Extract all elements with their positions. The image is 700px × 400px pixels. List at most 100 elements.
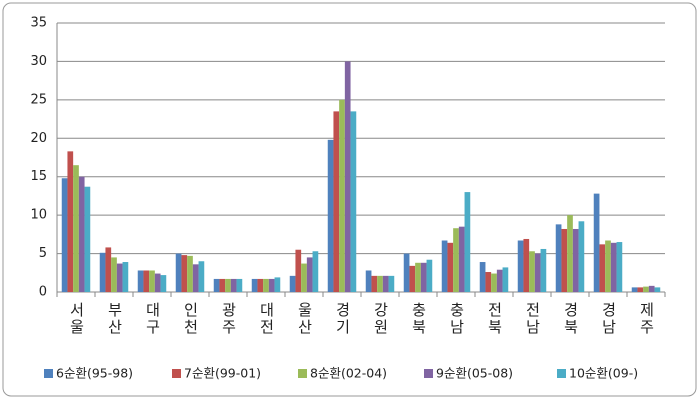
x-tick-label: 서울 — [68, 302, 86, 336]
bar — [464, 192, 471, 292]
x-tick-label: 대구 — [144, 302, 162, 336]
bar — [496, 269, 503, 292]
bar — [225, 278, 231, 292]
bar — [236, 278, 243, 292]
bar — [350, 111, 357, 292]
bar — [84, 186, 91, 292]
bar — [111, 257, 117, 292]
bar — [154, 273, 161, 292]
legend-label: 9순환(05-08) — [436, 366, 513, 381]
x-tick-label: 충남 — [448, 302, 466, 336]
bar — [648, 285, 655, 292]
bar — [479, 262, 486, 292]
bar — [105, 247, 112, 292]
bar — [295, 249, 302, 292]
bar — [426, 259, 433, 292]
x-tick-label: 광주 — [220, 302, 238, 336]
y-tick-label: 5 — [39, 246, 47, 261]
bar — [540, 248, 547, 292]
bar — [61, 178, 68, 292]
bar — [517, 240, 524, 292]
bar — [447, 242, 454, 292]
bar — [593, 193, 600, 292]
x-tick-label: 충북 — [410, 302, 428, 336]
bar — [181, 255, 188, 292]
bar — [377, 275, 383, 292]
bar — [219, 278, 226, 292]
bar — [415, 262, 421, 292]
y-tick-label: 30 — [30, 54, 47, 69]
legend-swatch — [44, 369, 53, 378]
bar — [149, 270, 155, 292]
bar — [122, 262, 129, 292]
bar — [137, 270, 144, 292]
bar — [637, 287, 644, 292]
bar — [555, 224, 562, 292]
legend-label: 7순환(99-01) — [184, 366, 261, 381]
bar — [523, 238, 530, 292]
x-tick-label: 대전 — [258, 302, 276, 336]
bar — [306, 257, 313, 292]
x-tick-label: 인천 — [182, 302, 200, 336]
legend-swatch — [424, 369, 433, 378]
bar — [654, 287, 661, 292]
bar — [213, 278, 220, 292]
bar — [143, 270, 150, 292]
x-tick-label: 부산 — [106, 302, 124, 336]
legend-swatch — [172, 369, 181, 378]
bar — [230, 278, 237, 292]
bar — [453, 228, 459, 292]
bar — [491, 273, 497, 292]
bar — [99, 252, 106, 292]
bar — [312, 251, 319, 292]
bar — [485, 272, 492, 292]
bar — [257, 278, 264, 292]
bar — [73, 165, 79, 292]
y-tick-label: 35 — [30, 16, 47, 31]
bar — [599, 244, 606, 292]
x-tick-label: 전남 — [524, 302, 542, 336]
bar — [371, 275, 378, 292]
bar — [289, 275, 296, 292]
bar — [403, 253, 410, 292]
bar — [192, 264, 199, 292]
bar — [344, 61, 351, 292]
bar — [301, 263, 307, 292]
bar — [616, 242, 623, 292]
bar — [268, 278, 275, 292]
bar — [458, 226, 465, 292]
bar — [263, 278, 269, 292]
legend-swatch — [298, 369, 307, 378]
bar — [382, 275, 389, 292]
y-tick-label: 10 — [30, 208, 47, 223]
bar — [333, 111, 340, 292]
bar — [578, 221, 585, 292]
bar — [409, 265, 416, 292]
bar — [339, 99, 345, 292]
bar — [67, 151, 74, 292]
bar — [502, 267, 509, 292]
y-tick-label: 0 — [39, 285, 47, 300]
bar — [78, 176, 85, 292]
legend-swatch — [557, 369, 566, 378]
x-tick-label: 경기 — [334, 302, 352, 336]
y-tick-label: 20 — [30, 131, 47, 146]
x-tick-label: 울산 — [296, 302, 314, 336]
x-tick-label: 강원 — [372, 302, 390, 336]
y-tick-label: 15 — [30, 169, 47, 184]
bar — [420, 262, 427, 292]
bar — [116, 263, 123, 292]
x-tick-label: 전북 — [486, 302, 504, 336]
bar — [160, 275, 167, 292]
bar — [631, 287, 638, 292]
bar — [251, 278, 258, 292]
bar — [529, 251, 535, 292]
x-tick-label: 경북 — [562, 302, 580, 336]
bar — [572, 228, 579, 292]
x-tick-label: 제주 — [638, 302, 656, 336]
legend-label: 8순환(02-04) — [310, 366, 387, 381]
bar — [274, 277, 281, 292]
bar — [567, 215, 573, 292]
bar — [643, 286, 649, 292]
